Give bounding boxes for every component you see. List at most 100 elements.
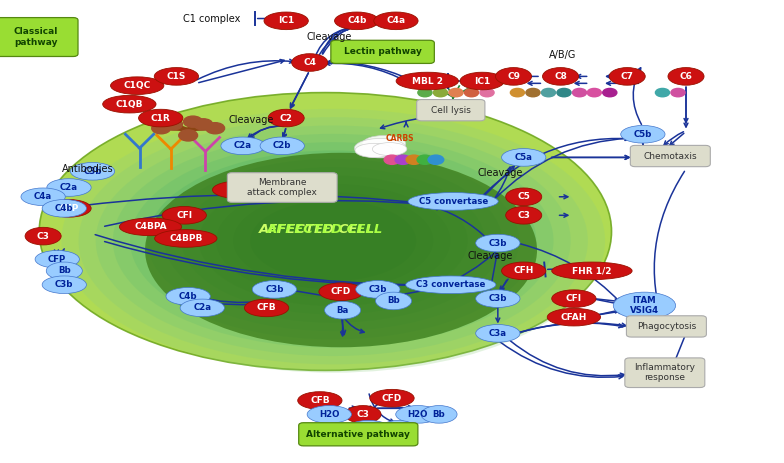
Text: C4b: C4b — [55, 204, 74, 213]
Text: MBL 2: MBL 2 — [412, 76, 443, 86]
Circle shape — [406, 155, 422, 164]
Text: Chemotaxis: Chemotaxis — [644, 151, 697, 161]
Ellipse shape — [154, 230, 217, 247]
Ellipse shape — [354, 138, 406, 158]
Ellipse shape — [39, 93, 612, 370]
Text: C4b: C4b — [347, 16, 366, 25]
Circle shape — [164, 119, 183, 130]
Text: Bb: Bb — [387, 296, 400, 306]
Circle shape — [179, 130, 198, 141]
Ellipse shape — [154, 68, 198, 85]
Text: Cleavage: Cleavage — [307, 32, 352, 42]
Circle shape — [587, 88, 601, 97]
Ellipse shape — [216, 184, 451, 298]
Ellipse shape — [370, 389, 414, 407]
Ellipse shape — [145, 153, 537, 347]
Text: C5 convertase: C5 convertase — [419, 197, 488, 206]
Text: CFP: CFP — [60, 204, 78, 213]
Text: Alternative pathway: Alternative pathway — [307, 430, 410, 439]
Circle shape — [449, 88, 463, 97]
Circle shape — [152, 123, 171, 134]
Ellipse shape — [221, 137, 265, 155]
Ellipse shape — [46, 262, 82, 280]
Text: C1S: C1S — [167, 72, 186, 81]
Circle shape — [557, 88, 571, 97]
Ellipse shape — [142, 110, 180, 120]
Ellipse shape — [165, 159, 502, 323]
Text: C4BPB: C4BPB — [169, 234, 202, 243]
Circle shape — [418, 88, 432, 97]
Ellipse shape — [124, 219, 177, 229]
Circle shape — [395, 155, 411, 164]
Ellipse shape — [345, 406, 381, 423]
Ellipse shape — [268, 109, 304, 127]
Text: Cleavage: Cleavage — [477, 168, 523, 178]
Text: C4a: C4a — [387, 16, 405, 25]
Ellipse shape — [476, 234, 520, 252]
Circle shape — [417, 155, 433, 164]
Text: C9: C9 — [507, 72, 520, 81]
FancyBboxPatch shape — [227, 173, 337, 202]
Text: C3: C3 — [37, 232, 49, 241]
Text: CFD: CFD — [359, 425, 378, 434]
Ellipse shape — [139, 109, 183, 127]
Text: Phagocytosis: Phagocytosis — [637, 322, 696, 331]
Text: C3b: C3b — [368, 285, 387, 294]
Ellipse shape — [502, 262, 546, 280]
Ellipse shape — [250, 200, 416, 281]
FancyBboxPatch shape — [626, 316, 706, 337]
Ellipse shape — [270, 110, 302, 120]
Text: C4: C4 — [303, 58, 316, 67]
Ellipse shape — [78, 117, 588, 364]
Circle shape — [526, 88, 540, 97]
Ellipse shape — [245, 299, 289, 317]
Ellipse shape — [476, 290, 520, 307]
Circle shape — [434, 88, 448, 97]
Text: C4a: C4a — [34, 192, 53, 201]
Ellipse shape — [362, 135, 406, 151]
Circle shape — [183, 116, 202, 127]
Ellipse shape — [233, 192, 434, 289]
Text: C2: C2 — [280, 113, 292, 123]
Text: CFD: CFD — [331, 287, 351, 296]
Circle shape — [480, 88, 494, 97]
Text: CFAH: CFAH — [561, 313, 587, 322]
Text: C1 complex: C1 complex — [183, 13, 241, 24]
Text: C3a: C3a — [489, 329, 506, 338]
Ellipse shape — [301, 393, 339, 403]
Ellipse shape — [552, 290, 596, 307]
Text: CFB: CFB — [310, 396, 330, 405]
Ellipse shape — [248, 300, 285, 310]
Text: CFH: CFH — [514, 266, 534, 275]
Text: Classical
pathway: Classical pathway — [14, 27, 58, 47]
Text: C2a: C2a — [60, 183, 78, 192]
Ellipse shape — [506, 188, 542, 206]
Ellipse shape — [162, 206, 206, 224]
Ellipse shape — [113, 134, 554, 348]
Text: C3: C3 — [517, 211, 530, 220]
Circle shape — [194, 119, 212, 130]
Text: IC1: IC1 — [278, 16, 294, 25]
Ellipse shape — [147, 150, 519, 331]
Text: H2O: H2O — [408, 410, 428, 419]
Ellipse shape — [325, 301, 361, 319]
Ellipse shape — [111, 77, 164, 94]
Ellipse shape — [372, 143, 407, 156]
Ellipse shape — [294, 55, 325, 65]
Ellipse shape — [260, 137, 304, 155]
Ellipse shape — [47, 200, 91, 217]
Text: CFI: CFI — [566, 294, 582, 303]
Ellipse shape — [543, 68, 579, 85]
Circle shape — [428, 155, 444, 164]
Text: C4b: C4b — [179, 292, 198, 301]
Ellipse shape — [180, 299, 224, 317]
FancyBboxPatch shape — [417, 100, 485, 121]
Ellipse shape — [613, 292, 676, 319]
Text: ITAM
VSIG4: ITAM VSIG4 — [630, 296, 659, 315]
Ellipse shape — [670, 69, 702, 79]
Ellipse shape — [212, 181, 266, 199]
Ellipse shape — [355, 144, 393, 157]
Ellipse shape — [103, 95, 156, 113]
Text: CFI: CFI — [176, 211, 192, 220]
Ellipse shape — [216, 182, 262, 192]
